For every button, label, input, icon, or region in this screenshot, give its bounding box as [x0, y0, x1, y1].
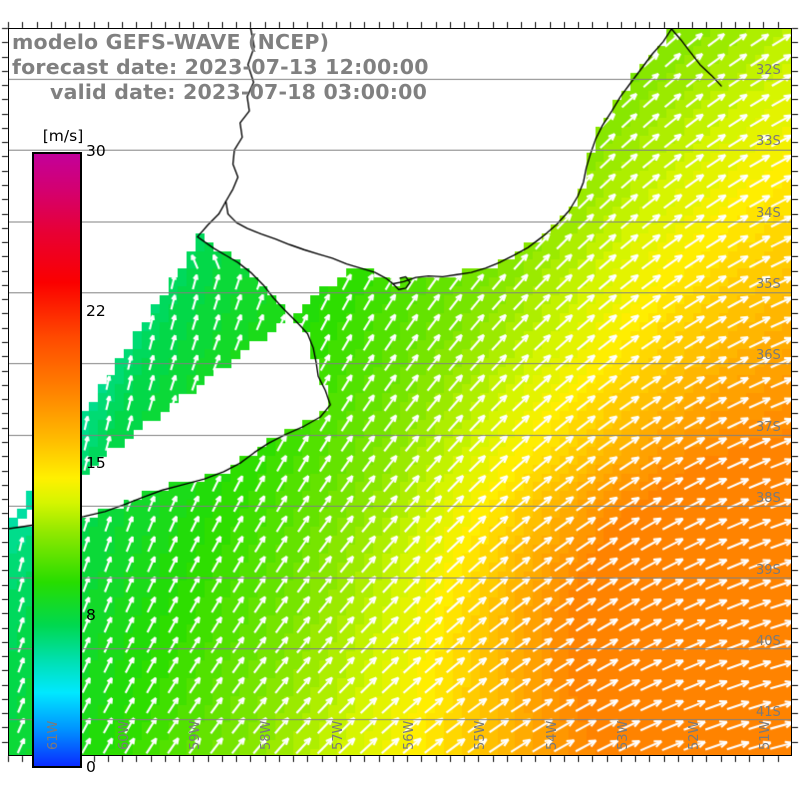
graticule-grid: [9, 29, 791, 755]
colorbar-tick-15: 15: [86, 454, 106, 472]
plot-area: [8, 28, 792, 756]
colorbar-gradient: [32, 152, 82, 768]
colorbar-tick-0: 0: [86, 758, 96, 776]
colorbar-tick-22: 22: [86, 301, 106, 320]
colorbar-unit-label: [m/s]: [42, 127, 84, 145]
colorbar-tick-30: 30: [86, 142, 106, 160]
colorbar-tick-8: 8: [86, 605, 96, 624]
colorbar-legend: [m/s] 30 22 15 8 0: [32, 127, 106, 776]
